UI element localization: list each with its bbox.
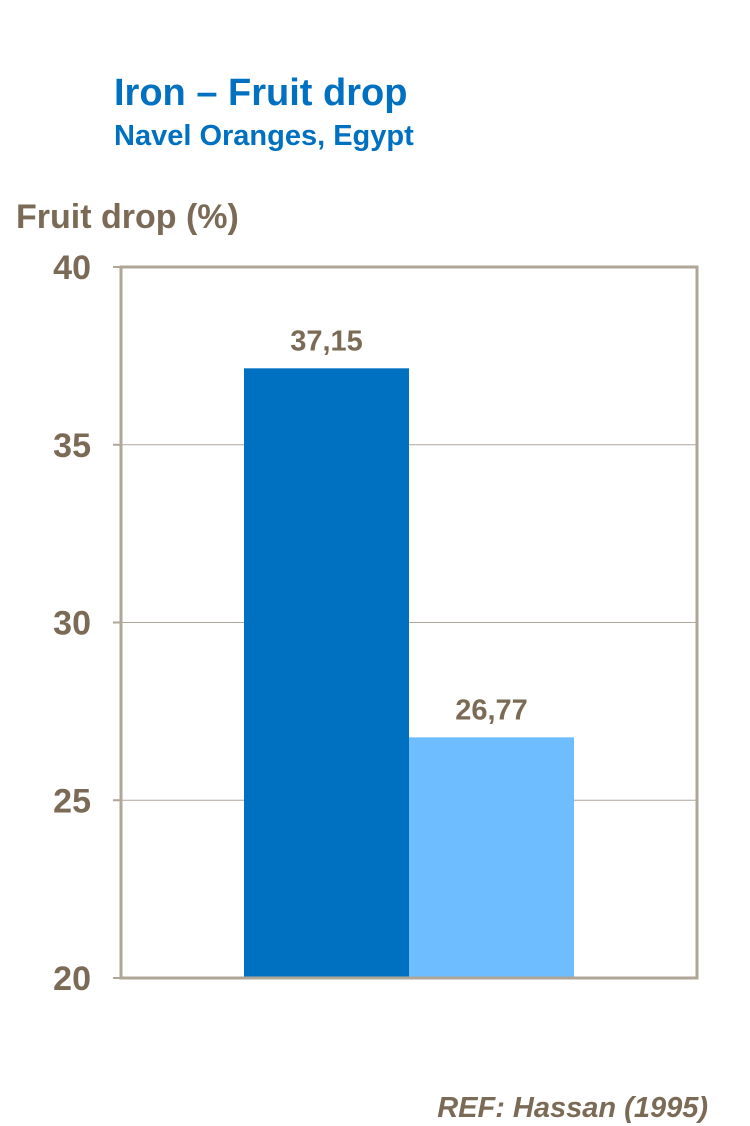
data-label-2: 26,77 <box>455 694 528 726</box>
bar-2 <box>409 737 574 978</box>
y-tick-label: 25 <box>53 782 91 820</box>
bar-1 <box>244 368 409 978</box>
data-labels: 37,15 26,77 <box>290 325 528 726</box>
y-tick-label: 30 <box>53 605 91 643</box>
y-axis-ticks: 20 25 30 35 40 <box>53 249 121 998</box>
y-tick-label: 35 <box>53 427 91 465</box>
chart-title: Iron – Fruit drop <box>114 72 408 114</box>
bars <box>244 368 574 978</box>
chart-subtitle: Navel Oranges, Egypt <box>114 120 414 152</box>
y-tick-label: 20 <box>53 960 91 998</box>
y-tick-label: 40 <box>53 249 91 287</box>
reference-note: REF: Hassan (1995) <box>437 1092 708 1124</box>
y-axis-label: Fruit drop (%) <box>16 198 239 236</box>
data-label-1: 37,15 <box>290 325 363 357</box>
